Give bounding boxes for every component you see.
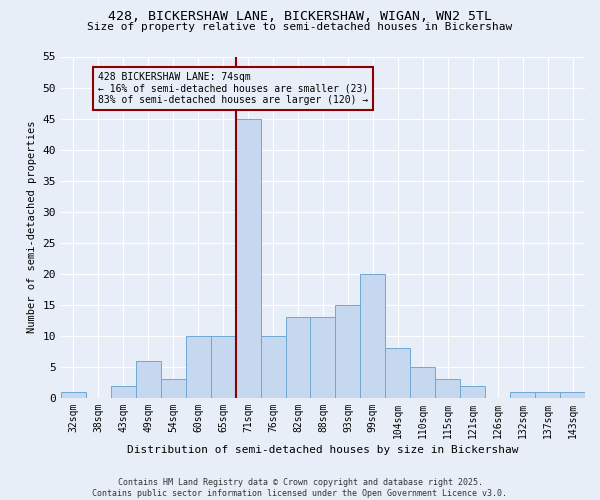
Bar bbox=[61, 392, 86, 398]
Text: 428, BICKERSHAW LANE, BICKERSHAW, WIGAN, WN2 5TL: 428, BICKERSHAW LANE, BICKERSHAW, WIGAN,… bbox=[108, 10, 492, 23]
Bar bbox=[335, 305, 361, 398]
Bar bbox=[385, 348, 410, 398]
Y-axis label: Number of semi-detached properties: Number of semi-detached properties bbox=[27, 121, 37, 334]
Bar bbox=[410, 367, 435, 398]
Bar bbox=[435, 380, 460, 398]
Bar bbox=[136, 360, 161, 398]
Bar bbox=[161, 380, 185, 398]
Text: Size of property relative to semi-detached houses in Bickershaw: Size of property relative to semi-detach… bbox=[88, 22, 512, 32]
Bar bbox=[185, 336, 211, 398]
Bar bbox=[211, 336, 236, 398]
Bar bbox=[560, 392, 585, 398]
Bar bbox=[236, 118, 260, 398]
Bar bbox=[460, 386, 485, 398]
Bar bbox=[535, 392, 560, 398]
X-axis label: Distribution of semi-detached houses by size in Bickershaw: Distribution of semi-detached houses by … bbox=[127, 445, 519, 455]
Bar bbox=[310, 317, 335, 398]
Text: Contains HM Land Registry data © Crown copyright and database right 2025.
Contai: Contains HM Land Registry data © Crown c… bbox=[92, 478, 508, 498]
Bar bbox=[260, 336, 286, 398]
Text: 428 BICKERSHAW LANE: 74sqm
← 16% of semi-detached houses are smaller (23)
83% of: 428 BICKERSHAW LANE: 74sqm ← 16% of semi… bbox=[98, 72, 368, 105]
Bar bbox=[286, 317, 310, 398]
Bar bbox=[111, 386, 136, 398]
Bar bbox=[510, 392, 535, 398]
Bar bbox=[361, 274, 385, 398]
